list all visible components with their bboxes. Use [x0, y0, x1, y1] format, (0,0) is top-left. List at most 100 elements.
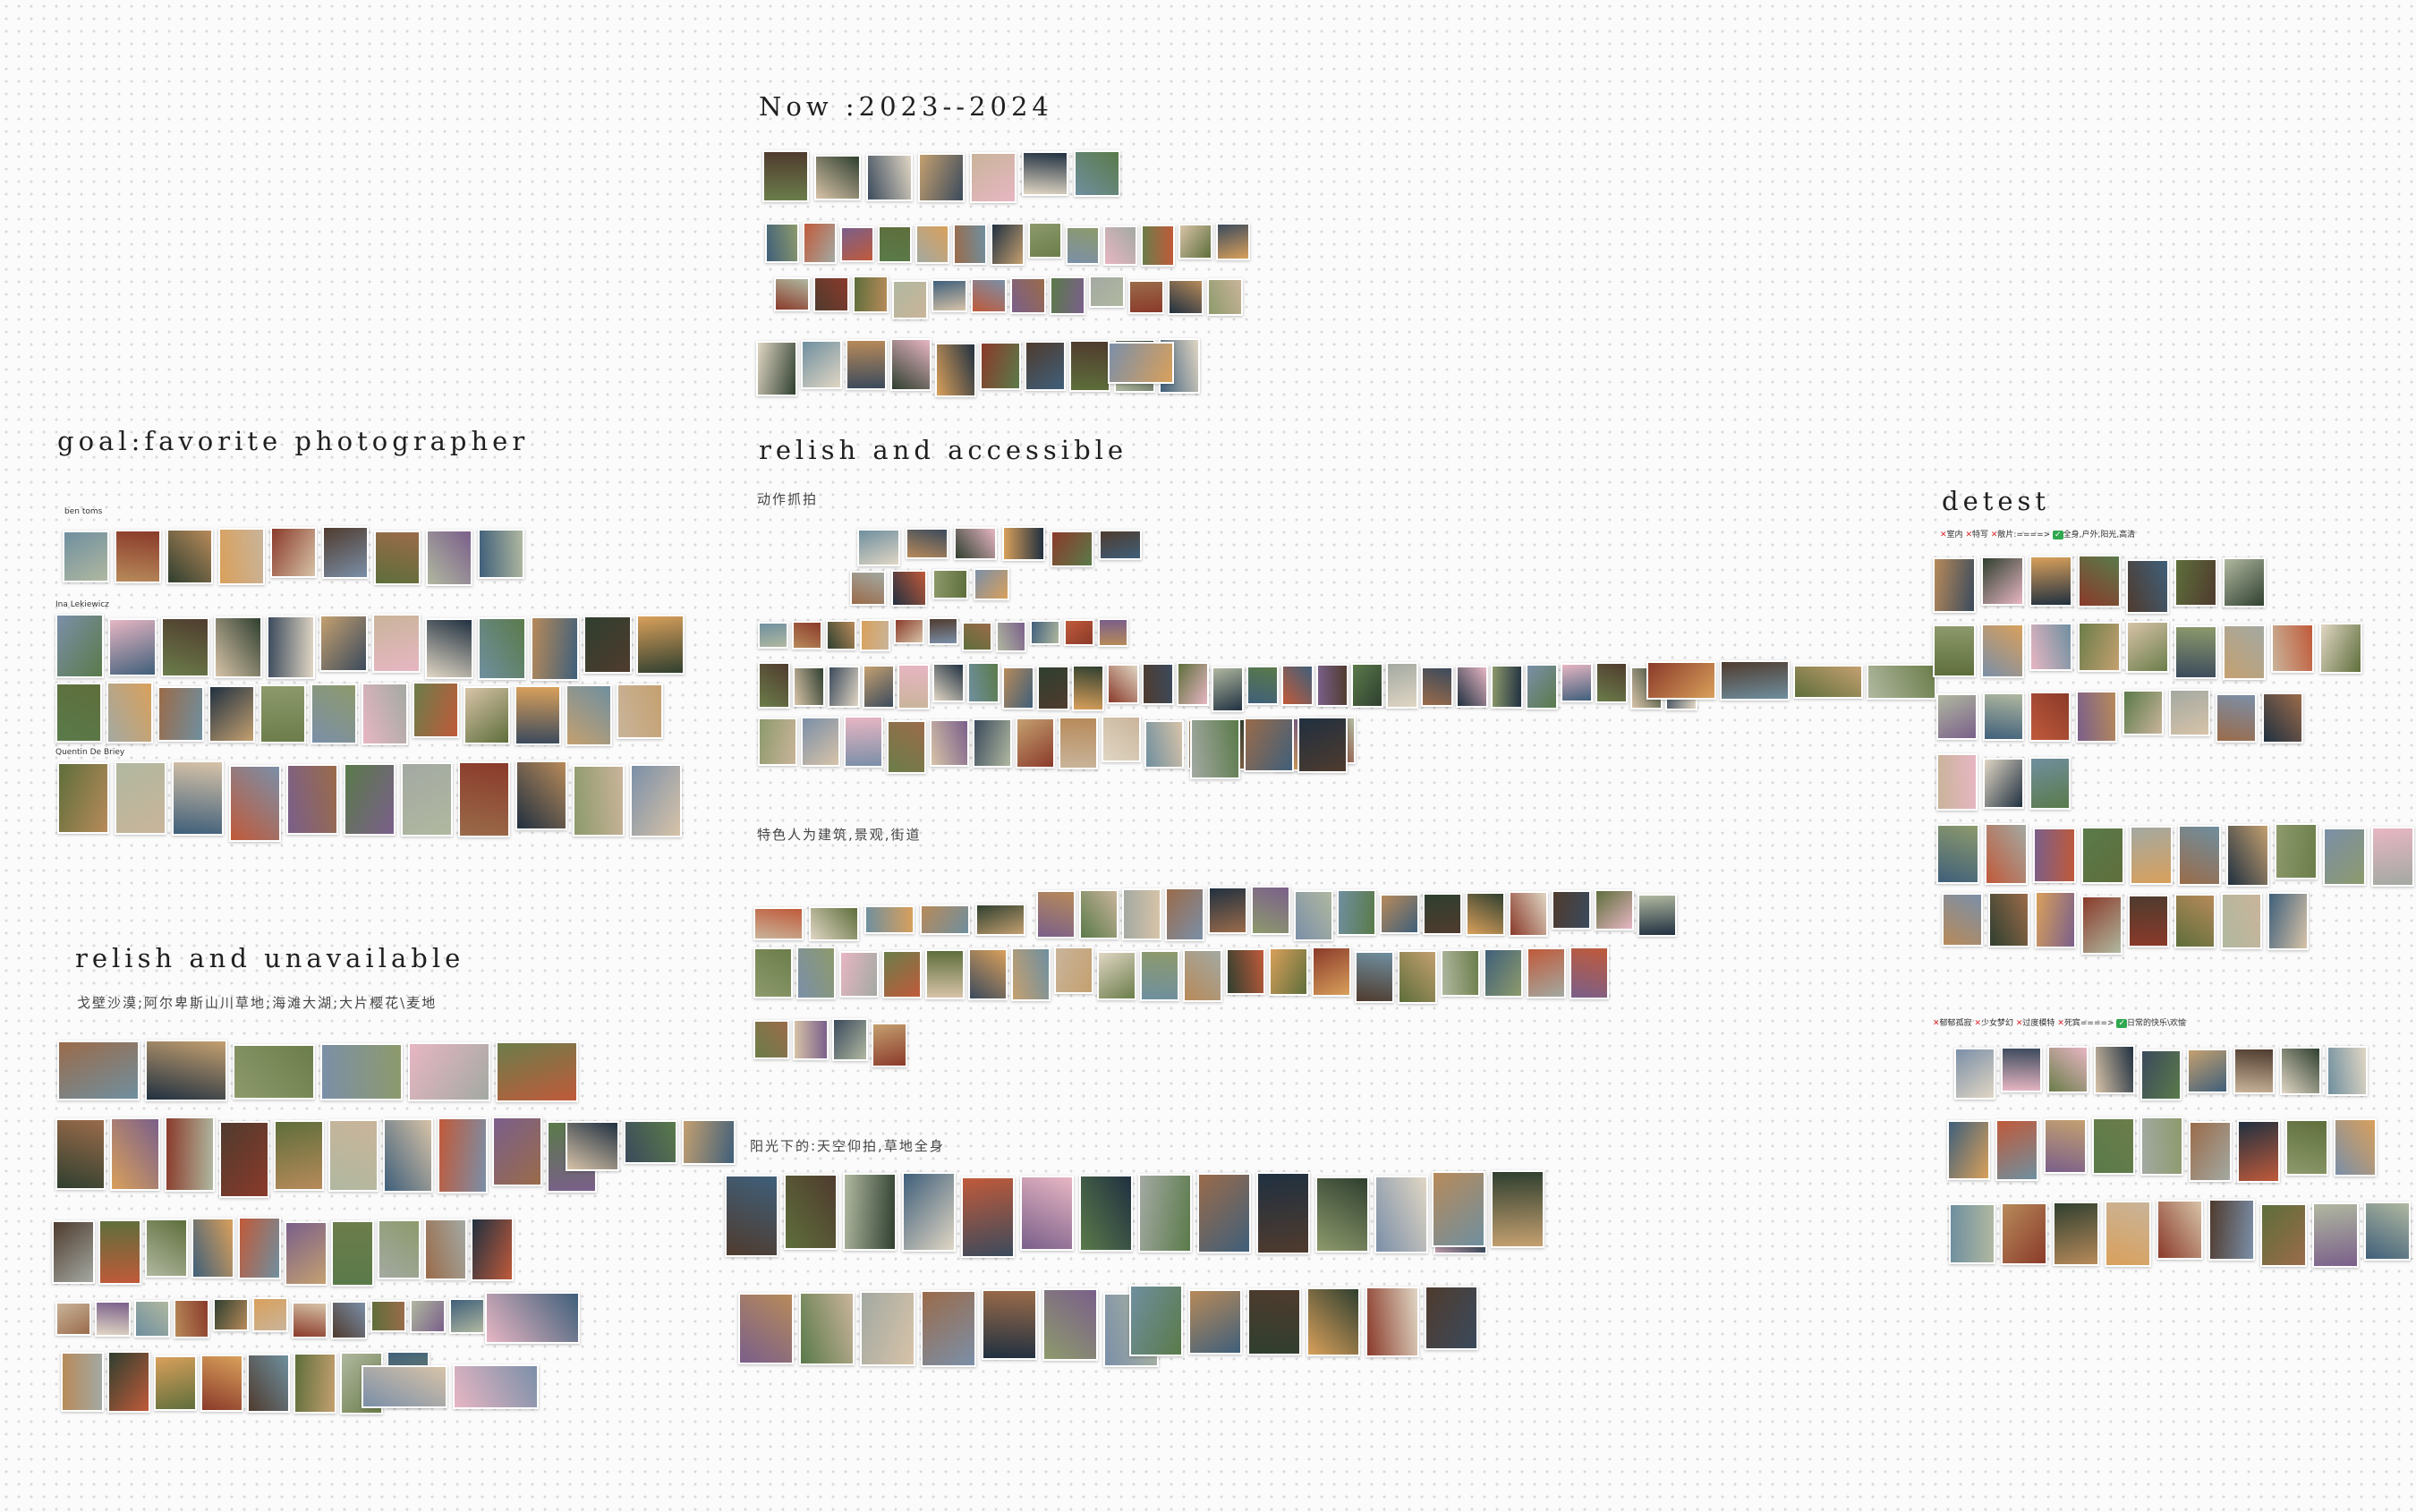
- photo-thumbnail[interactable]: [857, 529, 900, 566]
- photo-thumbnail[interactable]: [57, 1041, 140, 1100]
- photo-thumbnail[interactable]: [1140, 950, 1179, 1001]
- photo-thumbnail[interactable]: [200, 1355, 243, 1412]
- photo-thumbnail[interactable]: [408, 1042, 490, 1101]
- photo-thumbnail[interactable]: [531, 616, 579, 681]
- photo-thumbnail[interactable]: [328, 1119, 379, 1192]
- photo-thumbnail[interactable]: [882, 950, 922, 998]
- photo-thumbnail[interactable]: [331, 1220, 374, 1287]
- photo-thumbnail[interactable]: [758, 622, 788, 649]
- photo-thumbnail[interactable]: [866, 154, 913, 201]
- photo-thumbnail[interactable]: [1188, 1289, 1242, 1355]
- photo-thumbnail[interactable]: [1867, 664, 1936, 700]
- photo-thumbnail[interactable]: [1079, 889, 1119, 939]
- photo-thumbnail[interactable]: [890, 338, 932, 391]
- photo-thumbnail[interactable]: [1374, 1176, 1428, 1253]
- photo-thumbnail[interactable]: [853, 276, 889, 313]
- photo-thumbnail[interactable]: [1365, 1287, 1419, 1357]
- photo-thumbnail[interactable]: [799, 1292, 855, 1365]
- photo-thumbnail[interactable]: [840, 226, 874, 262]
- photo-thumbnail[interactable]: [401, 762, 453, 837]
- photo-thumbnail[interactable]: [774, 277, 810, 311]
- photo-thumbnail[interactable]: [2208, 1199, 2255, 1261]
- photo-thumbnail[interactable]: [252, 1297, 288, 1332]
- photo-thumbnail[interactable]: [973, 718, 1012, 768]
- photo-thumbnail[interactable]: [259, 684, 306, 743]
- photo-thumbnail[interactable]: [1983, 758, 2024, 809]
- photo-thumbnail[interactable]: [1059, 717, 1098, 769]
- photo-thumbnail[interactable]: [2053, 1202, 2099, 1266]
- photo-thumbnail[interactable]: [172, 760, 224, 836]
- photo-thumbnail[interactable]: [636, 615, 685, 675]
- photo-thumbnail[interactable]: [2267, 892, 2309, 950]
- photo-thumbnail[interactable]: [573, 765, 625, 837]
- photo-thumbnail[interactable]: [1207, 278, 1243, 316]
- photo-thumbnail[interactable]: [55, 1118, 106, 1190]
- photo-thumbnail[interactable]: [1050, 276, 1085, 315]
- photo-thumbnail[interactable]: [2092, 1117, 2135, 1175]
- photo-thumbnail[interactable]: [925, 949, 965, 999]
- photo-thumbnail[interactable]: [134, 1300, 170, 1338]
- photo-thumbnail[interactable]: [1002, 667, 1034, 709]
- photo-thumbnail[interactable]: [974, 568, 1009, 600]
- photo-thumbnail[interactable]: [2371, 827, 2414, 887]
- photo-thumbnail[interactable]: [166, 529, 213, 584]
- photo-thumbnail[interactable]: [55, 1302, 91, 1336]
- photo-thumbnail[interactable]: [55, 614, 104, 678]
- photo-thumbnail[interactable]: [1484, 948, 1523, 998]
- photo-thumbnail[interactable]: [762, 150, 809, 202]
- photo-thumbnail[interactable]: [2280, 1047, 2321, 1095]
- photo-thumbnail[interactable]: [1054, 947, 1093, 994]
- photo-thumbnail[interactable]: [953, 224, 987, 265]
- photo-thumbnail[interactable]: [2221, 893, 2262, 949]
- photo-thumbnail[interactable]: [753, 947, 793, 998]
- photo-thumbnail[interactable]: [2081, 827, 2124, 884]
- photo-thumbnail[interactable]: [932, 663, 965, 702]
- photo-thumbnail[interactable]: [2001, 1047, 2042, 1092]
- photo-thumbnail[interactable]: [961, 1176, 1015, 1258]
- photo-thumbnail[interactable]: [792, 621, 822, 650]
- photo-thumbnail[interactable]: [2262, 692, 2303, 743]
- photo-thumbnail[interactable]: [107, 1351, 150, 1413]
- photo-thumbnail[interactable]: [219, 1121, 269, 1198]
- photo-thumbnail[interactable]: [1022, 151, 1068, 196]
- photo-thumbnail[interactable]: [2128, 895, 2169, 947]
- photo-thumbnail[interactable]: [2223, 557, 2266, 607]
- photo-thumbnail[interactable]: [756, 341, 797, 396]
- photo-thumbnail[interactable]: [2334, 1118, 2377, 1176]
- photo-thumbnail[interactable]: [1432, 1171, 1485, 1247]
- photo-thumbnail[interactable]: [108, 618, 157, 676]
- photo-thumbnail[interactable]: [2237, 1120, 2280, 1183]
- photo-thumbnail[interactable]: [1936, 753, 1978, 811]
- photo-thumbnail[interactable]: [1297, 717, 1348, 773]
- photo-thumbnail[interactable]: [1025, 341, 1066, 391]
- photo-thumbnail[interactable]: [682, 1119, 736, 1165]
- photo-thumbnail[interactable]: [2126, 621, 2169, 673]
- photo-thumbnail[interactable]: [458, 761, 510, 837]
- photo-thumbnail[interactable]: [801, 717, 840, 767]
- photo-thumbnail[interactable]: [2047, 1046, 2088, 1093]
- photo-thumbnail[interactable]: [864, 905, 915, 934]
- photo-thumbnail[interactable]: [1141, 225, 1175, 267]
- photo-thumbnail[interactable]: [1933, 557, 1976, 613]
- photo-thumbnail[interactable]: [967, 662, 1000, 703]
- photo-thumbnail[interactable]: [2130, 826, 2173, 885]
- photo-thumbnail[interactable]: [362, 683, 408, 745]
- photo-thumbnail[interactable]: [860, 1291, 915, 1366]
- photo-thumbnail[interactable]: [1947, 1120, 1990, 1180]
- photo-thumbnail[interactable]: [229, 765, 281, 842]
- photo-thumbnail[interactable]: [115, 761, 166, 835]
- photo-thumbnail[interactable]: [793, 1019, 829, 1060]
- photo-thumbnail[interactable]: [1042, 1288, 1098, 1361]
- photo-thumbnail[interactable]: [2044, 1118, 2087, 1174]
- photo-thumbnail[interactable]: [2260, 1203, 2307, 1267]
- photo-thumbnail[interactable]: [1995, 1119, 2038, 1181]
- photo-thumbnail[interactable]: [238, 1217, 281, 1279]
- photo-thumbnail[interactable]: [2029, 623, 2072, 671]
- photo-thumbnail[interactable]: [902, 1172, 956, 1252]
- photo-thumbnail[interactable]: [962, 622, 992, 651]
- photo-thumbnail[interactable]: [753, 1020, 789, 1059]
- photo-thumbnail[interactable]: [1552, 890, 1591, 930]
- photo-thumbnail[interactable]: [2140, 1117, 2183, 1176]
- photo-thumbnail[interactable]: [1072, 665, 1104, 711]
- photo-thumbnail[interactable]: [970, 152, 1017, 203]
